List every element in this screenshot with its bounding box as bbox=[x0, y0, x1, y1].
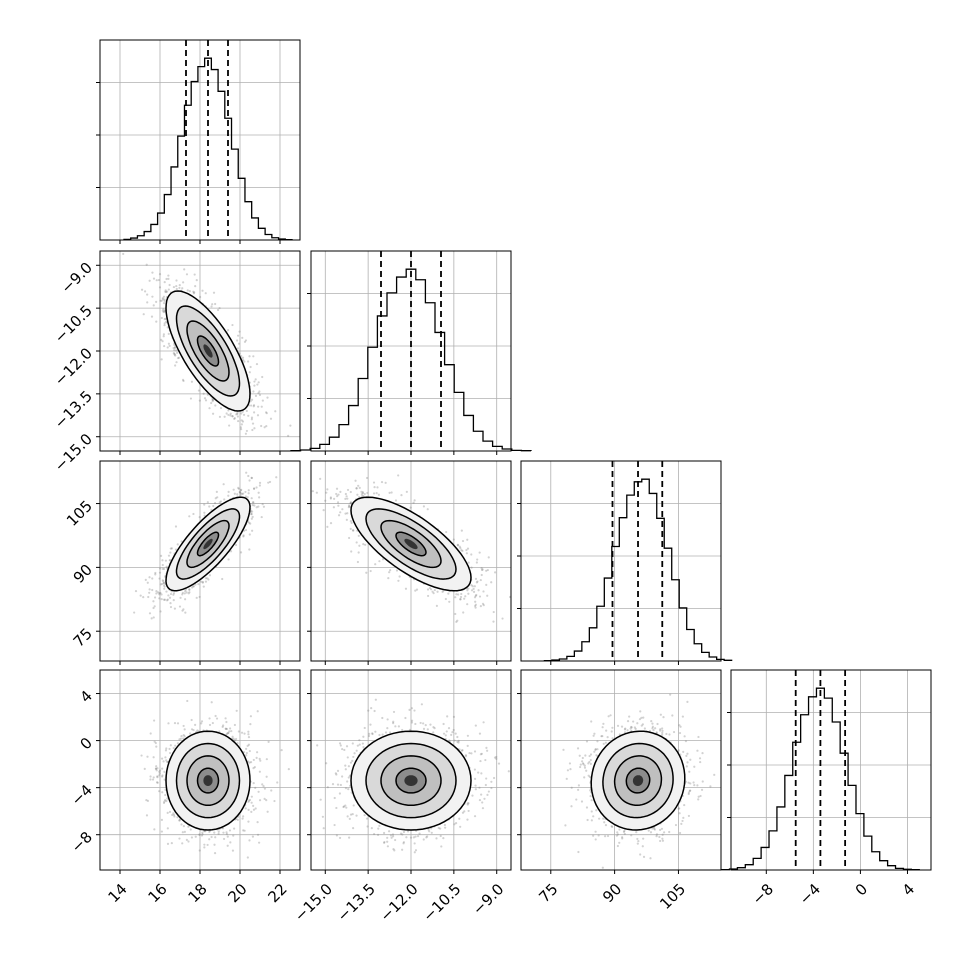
panel-frame-2 bbox=[520, 460, 722, 662]
ytick-label: −13.5 bbox=[51, 387, 96, 432]
xtick-label: −9.0 bbox=[469, 880, 507, 918]
ytick-label: −15.0 bbox=[51, 430, 96, 475]
contour-line bbox=[380, 755, 442, 807]
xtick-label: −13.5 bbox=[334, 880, 379, 925]
histogram-panel-1 bbox=[290, 250, 532, 455]
panel-frame-1-0 bbox=[99, 250, 301, 452]
contour-line bbox=[380, 519, 442, 569]
ytick-label: 0 bbox=[77, 734, 96, 753]
contour-line bbox=[365, 508, 457, 580]
contour-line bbox=[196, 767, 220, 794]
ytick-label: −9.0 bbox=[58, 259, 96, 297]
contour-line bbox=[175, 305, 241, 397]
density-fill bbox=[203, 775, 213, 786]
scatter-panel-3-1 bbox=[307, 669, 512, 874]
xtick-label: −8 bbox=[749, 880, 777, 908]
xtick-label: −10.5 bbox=[419, 880, 464, 925]
contour-line bbox=[196, 531, 220, 557]
density-fill bbox=[203, 538, 213, 550]
contour-line bbox=[365, 742, 457, 819]
xtick-label: 14 bbox=[105, 880, 131, 906]
histogram-bars-3 bbox=[720, 687, 920, 871]
panel-frame-3 bbox=[730, 669, 932, 871]
xtick-label: 20 bbox=[225, 880, 251, 906]
ytick-label: −10.5 bbox=[51, 301, 96, 346]
contour-line bbox=[613, 755, 663, 807]
xtick-label: 16 bbox=[145, 880, 171, 906]
panel-frame-3-1 bbox=[310, 669, 512, 871]
histogram-bars-1 bbox=[290, 268, 532, 452]
contour-line bbox=[175, 742, 241, 819]
contour-line bbox=[350, 496, 472, 592]
xtick-label: 75 bbox=[535, 880, 561, 906]
contour-line bbox=[625, 767, 651, 794]
panel-frame-1 bbox=[310, 250, 512, 452]
scatter-panel-2-0 bbox=[96, 460, 301, 665]
scatter-panel-3-2 bbox=[517, 669, 722, 874]
histogram-bars-0 bbox=[123, 57, 293, 241]
contour-line bbox=[590, 730, 686, 831]
ytick-label: 4 bbox=[77, 687, 96, 706]
xtick-label: −15.0 bbox=[291, 880, 336, 925]
contour-line bbox=[186, 320, 230, 382]
contour-line bbox=[196, 335, 220, 367]
panel-frame-0 bbox=[99, 39, 301, 241]
density-fill bbox=[404, 775, 418, 786]
ytick-label: 105 bbox=[63, 497, 96, 530]
ytick-label: 90 bbox=[70, 561, 96, 587]
panel-frame-3-2 bbox=[520, 669, 722, 871]
ytick-label: −12.0 bbox=[51, 344, 96, 389]
density-fill bbox=[203, 344, 213, 358]
xtick-label: 22 bbox=[265, 880, 291, 906]
scatter-panel-3-0 bbox=[96, 669, 301, 874]
xtick-label: −12.0 bbox=[377, 880, 422, 925]
density-fill bbox=[632, 775, 644, 786]
contour-line bbox=[350, 730, 472, 831]
contour-line bbox=[602, 742, 674, 819]
contour-line bbox=[175, 508, 241, 580]
xtick-label: 0 bbox=[852, 880, 871, 899]
histogram-panel-2 bbox=[517, 460, 733, 665]
contour-line bbox=[395, 767, 427, 794]
panel-frame-3-0 bbox=[99, 669, 301, 871]
ytick-label: −4 bbox=[68, 781, 96, 809]
contour-line bbox=[165, 496, 251, 592]
xtick-label: 105 bbox=[656, 880, 689, 913]
ytick-label: 75 bbox=[70, 624, 96, 650]
xtick-label: 90 bbox=[599, 880, 625, 906]
panel-frame-2-1 bbox=[310, 460, 512, 662]
contour-line bbox=[395, 531, 427, 557]
panel-frame-2-0 bbox=[99, 460, 301, 662]
ytick-label: −8 bbox=[68, 828, 96, 856]
contour-line bbox=[186, 755, 230, 807]
contour-line bbox=[186, 519, 230, 569]
contour-line bbox=[165, 730, 251, 831]
xtick-label: −4 bbox=[796, 880, 824, 908]
scatter-panel-2-1 bbox=[307, 460, 512, 665]
contour-line bbox=[165, 290, 251, 412]
histogram-panel-0 bbox=[96, 39, 301, 244]
density-fill bbox=[404, 538, 418, 550]
histogram-panel-3 bbox=[720, 669, 932, 874]
xtick-label: 18 bbox=[185, 880, 211, 906]
xtick-label: 4 bbox=[899, 880, 918, 899]
scatter-panel-1-0 bbox=[96, 250, 301, 455]
